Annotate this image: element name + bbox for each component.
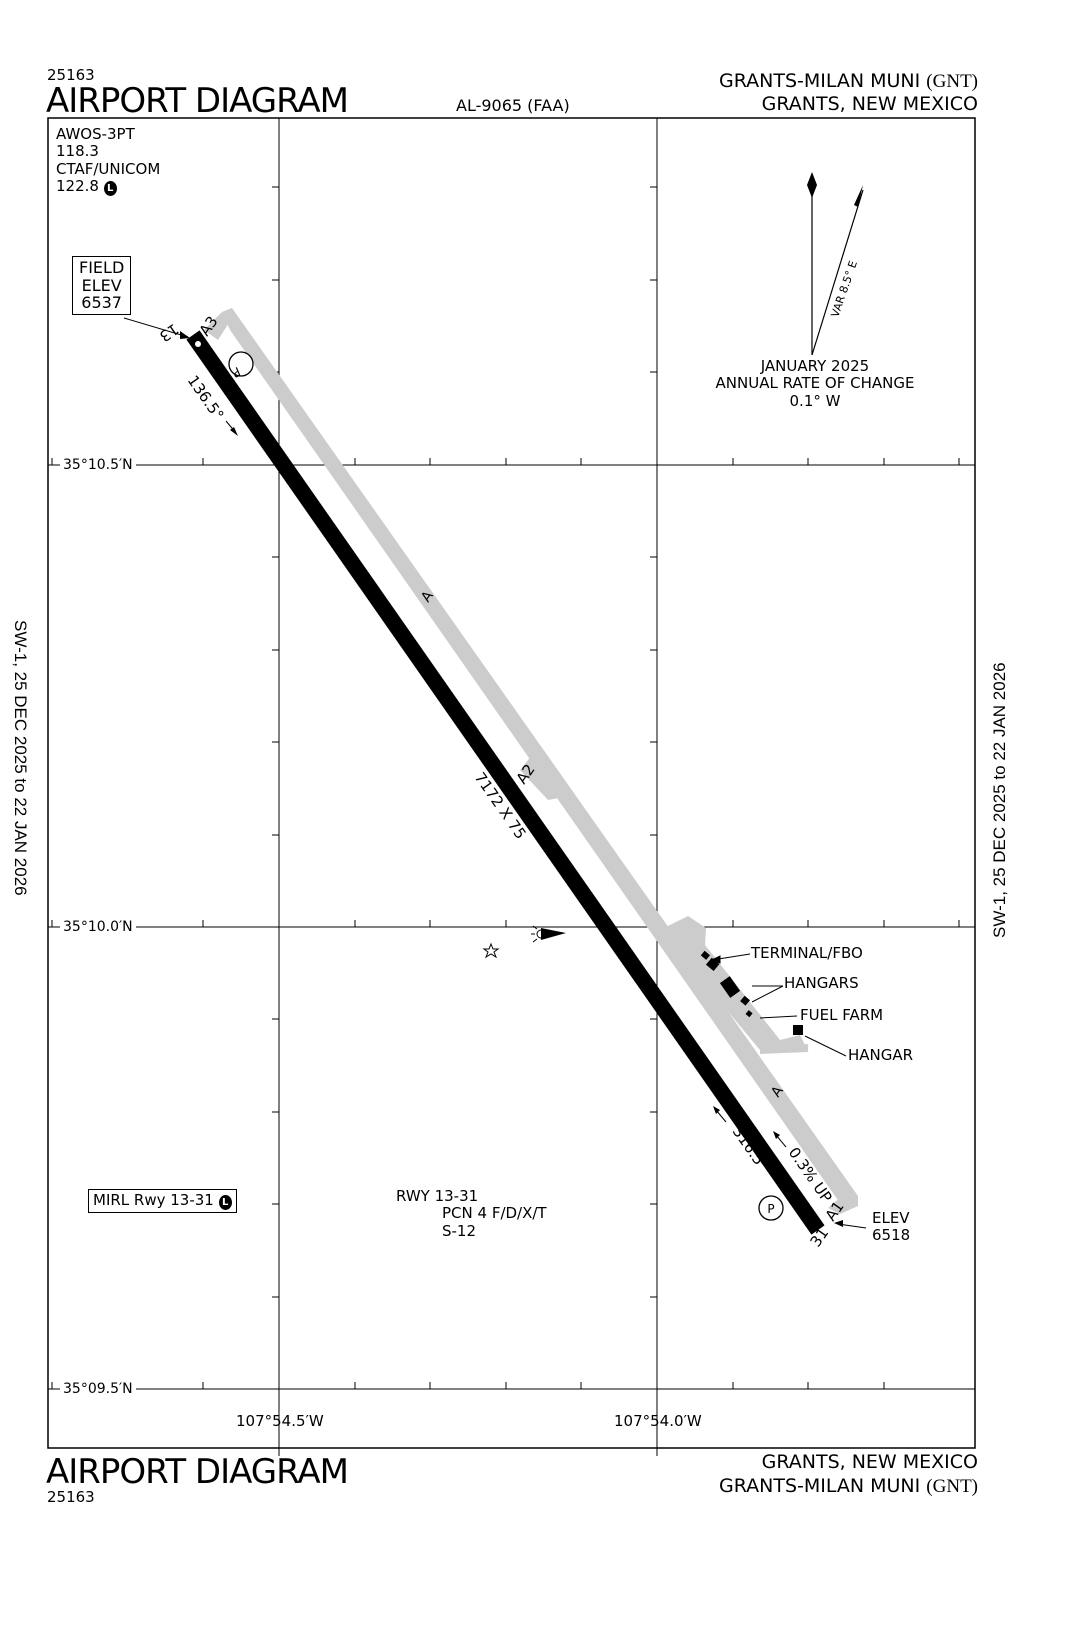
procedure-id: AL-9065 (FAA) [456,96,570,115]
true-north-arrow-icon [807,172,817,355]
latitude-label: 35°09.5′N [60,1381,136,1397]
latitude-label: 35°10.0′N [60,919,136,935]
parking-letter: P [767,1202,774,1216]
elev-value: 6518 [872,1226,911,1245]
longitude-label: 107°54.0′W [614,1412,702,1430]
longitude-label: 107°54.5′W [236,1412,324,1430]
latitude-label: 35°10.5′N [60,457,136,473]
runway-31-elevation: ELEV 6518 [872,1209,911,1245]
footer-airport-name: GRANTS-MILAN MUNI (GNT) [719,1476,978,1498]
fuel-farm-label: FUEL FARM [800,1006,884,1024]
parking-symbol [758,1195,784,1221]
runway-info: RWY 13-31 PCN 4 F/D/X/T S-12 [396,1187,547,1240]
awos-label: AWOS-3PT [56,125,135,143]
wind-cone-icon [531,925,566,943]
terminal-fbo-label: TERMINAL/FBO [751,944,863,962]
variation-rate-label: ANNUAL RATE OF CHANGE [715,374,915,393]
variation-rate-value: 0.1° W [789,391,841,410]
runway-lighting-label: MIRL Rwy 13-31 [93,1191,214,1209]
airport-name: GRANTS-MILAN MUNI [718,1475,921,1497]
field-elev-value: 6537 [81,293,122,313]
ctaf-frequency: 122.8 [56,176,99,195]
pilot-controlled-lighting-icon: L [103,180,117,196]
field-elev-label: ELEV [81,275,122,295]
footer-city-state: GRANTS, NEW MEXICO [761,1451,978,1473]
chart-title: AIRPORT DIAGRAM [46,81,349,121]
magnetic-north-arrow-icon [811,185,864,356]
beacon-star-icon [482,942,500,959]
taxiway-a-line [228,315,854,1203]
ctaf-frequency-row: 122.8 L [56,176,160,196]
runway-end-light [195,341,201,347]
variation-date: JANUARY 2025 [760,357,870,375]
facility-buildings [700,950,803,1035]
runway-pcn: PCN 4 F/D/X/T [442,1204,547,1223]
airport-id: (GNT) [926,71,978,92]
airport-id: (GNT) [926,1476,978,1497]
awos-frequency: 118.3 [56,142,99,161]
hangar-label: HANGAR [848,1046,914,1064]
runway-13-31 [186,330,825,1235]
diagram-frame [47,117,976,1449]
field-elev-leader [123,317,189,338]
runway-end-13-label: 13 [156,320,182,346]
airport-name-header: GRANTS-MILAN MUNI (GNT) [719,71,978,93]
magnetic-variation-info: JANUARY 2025 ANNUAL RATE OF CHANGE 0.1° … [690,357,940,410]
runway-strength: S-12 [442,1221,477,1240]
city-state-header: GRANTS, NEW MEXICO [761,93,978,115]
longitude-ticks [272,186,657,1298]
elev-label: ELEV [872,1209,910,1227]
footer-title: AIRPORT DIAGRAM [46,1452,349,1492]
field-elev-label: FIELD [79,258,125,277]
chart-number: 25163 [47,66,95,84]
field-elevation-box: FIELD ELEV 6537 [72,256,132,315]
parking-symbol [228,351,254,377]
facility-leaders [710,953,847,1057]
pilot-controlled-lighting-icon: L [218,1195,232,1210]
comms-info: AWOS-3PT 118.3 CTAF/UNICOM 122.8 L [56,125,161,196]
airport-name: GRANTS-MILAN MUNI [718,70,921,92]
runway-lighting-box: MIRL Rwy 13-31 L [88,1189,237,1213]
runway-id: RWY 13-31 [396,1187,479,1205]
footer-chart-number: 25163 [47,1488,95,1506]
ctaf-label: CTAF/UNICOM [56,159,161,178]
magnetic-variation-label: VAR 8.5° E [829,259,860,319]
hangars-label: HANGARS [784,974,859,992]
